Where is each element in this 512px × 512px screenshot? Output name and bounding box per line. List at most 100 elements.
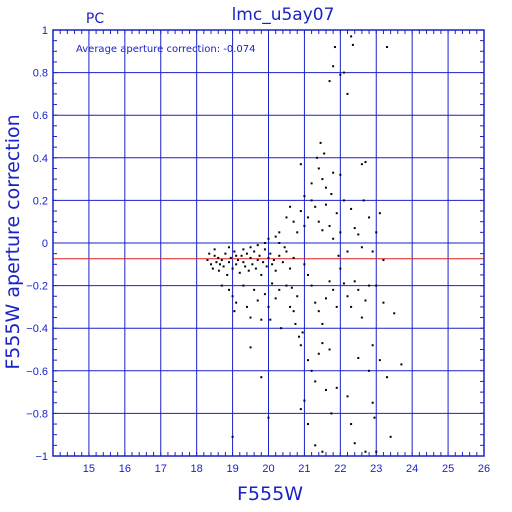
data-point [378, 212, 381, 215]
data-point [357, 357, 360, 360]
data-point [301, 331, 304, 334]
data-point [362, 199, 365, 202]
data-point [224, 252, 227, 255]
data-point [285, 216, 288, 219]
data-point [321, 229, 324, 232]
data-point [227, 261, 230, 264]
data-point [378, 359, 381, 362]
data-point [278, 288, 281, 291]
data-point [335, 212, 338, 215]
data-point [382, 301, 385, 304]
data-point [317, 167, 320, 170]
data-point [371, 250, 374, 253]
data-point [351, 43, 354, 46]
data-point [350, 423, 353, 426]
data-point [389, 435, 392, 438]
data-point [274, 297, 277, 300]
data-point [258, 254, 261, 257]
data-point [210, 263, 213, 266]
data-point [231, 435, 234, 438]
data-point [310, 199, 313, 202]
data-point [368, 216, 371, 219]
data-point [321, 178, 324, 181]
x-tick-label: 24 [406, 463, 418, 475]
data-point [303, 399, 306, 402]
data-point [253, 288, 256, 291]
data-point [263, 293, 266, 296]
data-point [371, 401, 374, 404]
y-tick-label: 0 [42, 238, 48, 250]
data-point [251, 263, 254, 266]
data-point [330, 193, 333, 196]
data-point [337, 254, 340, 257]
data-point [310, 284, 313, 287]
data-point [274, 235, 277, 238]
plot-frame [52, 29, 485, 457]
data-point [324, 203, 327, 206]
grid-lines [52, 29, 485, 457]
data-point [386, 46, 389, 49]
data-point [350, 305, 353, 308]
data-point [382, 259, 385, 262]
data-point [245, 252, 248, 255]
data-point [289, 205, 292, 208]
data-points [206, 35, 403, 453]
data-point [357, 233, 360, 236]
data-point [375, 231, 378, 234]
data-point [324, 388, 327, 391]
data-point [213, 254, 216, 257]
data-point [342, 71, 345, 74]
data-point [219, 263, 222, 266]
data-point [227, 288, 230, 291]
data-point [299, 408, 302, 411]
data-point [353, 442, 356, 445]
data-point [253, 250, 256, 253]
data-point [346, 395, 349, 398]
data-point [280, 327, 283, 330]
data-point [265, 265, 268, 268]
data-point [319, 141, 322, 144]
data-point [292, 256, 295, 259]
x-tick-label: 18 [191, 463, 203, 475]
data-point [328, 80, 331, 83]
data-point [278, 242, 281, 244]
data-point [299, 163, 302, 166]
data-point [353, 227, 356, 230]
data-point [386, 376, 389, 379]
data-point [393, 312, 396, 315]
data-point [332, 171, 335, 174]
y-tick-label: −1 [35, 451, 48, 463]
y-tick-labels: −1 −0.8 −0.6 −0.4 −0.2 0 0.2 0.4 0.6 0.8 1 [26, 25, 48, 463]
data-point [368, 284, 371, 287]
data-point [307, 216, 310, 219]
y-tick-label: −0.8 [26, 408, 48, 420]
data-point [254, 267, 257, 270]
data-point [274, 269, 277, 272]
data-point [314, 444, 317, 447]
y-tick-label: −0.6 [26, 366, 48, 378]
data-point [289, 305, 292, 308]
data-point [249, 316, 252, 319]
data-point [244, 265, 247, 268]
x-tick-label: 21 [298, 463, 310, 475]
data-point [294, 322, 297, 325]
y-tick-label: 0.2 [33, 195, 48, 207]
data-point [296, 231, 299, 234]
data-point [249, 256, 252, 259]
data-point [235, 263, 238, 266]
data-point [249, 246, 252, 249]
data-point [375, 450, 378, 453]
data-point [256, 259, 259, 262]
data-point [260, 273, 263, 276]
data-point [256, 244, 259, 247]
data-point [235, 254, 238, 257]
y-tick-label: 0.6 [33, 110, 48, 122]
data-point [360, 246, 363, 249]
data-point [346, 295, 349, 298]
corner-label: PC [86, 11, 104, 27]
data-point [335, 305, 338, 308]
data-point [238, 271, 241, 274]
data-point [328, 280, 331, 283]
data-point [346, 250, 349, 253]
data-point [357, 288, 360, 291]
